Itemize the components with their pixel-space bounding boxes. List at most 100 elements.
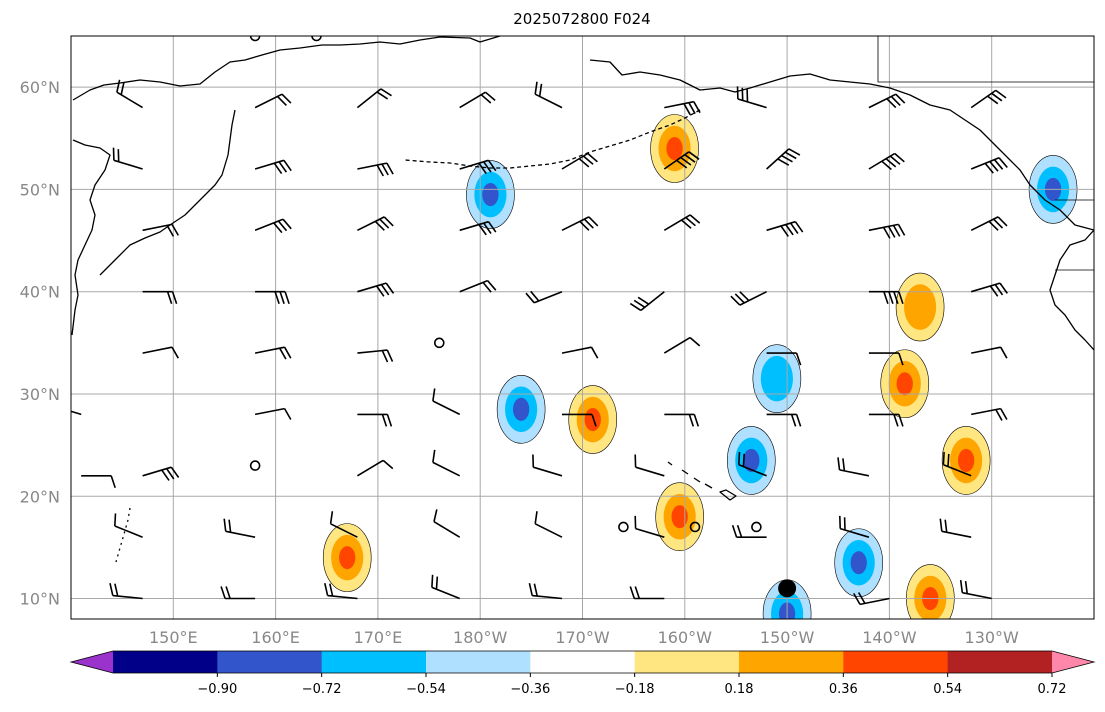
- wind-barb: [324, 583, 358, 600]
- wind-barb: [663, 151, 700, 170]
- wind-barb: [255, 290, 290, 304]
- wind-barb: [664, 413, 700, 427]
- alaska-south-coastline: [589, 59, 1094, 231]
- wind-barb: [432, 388, 461, 416]
- latitude-label: 10°N: [20, 590, 60, 609]
- wind-barb: [868, 152, 905, 171]
- latitude-label: 40°N: [20, 283, 60, 302]
- wind-barb: [868, 223, 906, 239]
- colorbar-tick-label: 0.72: [1038, 682, 1067, 697]
- wind-barb: [112, 147, 143, 170]
- colorbar-segment: [739, 651, 844, 673]
- hawaiian-islands: [667, 461, 737, 501]
- wind-barb: [868, 93, 906, 109]
- wind-barb: [525, 290, 563, 304]
- wind-barb: [868, 352, 904, 366]
- wind-barb: [970, 282, 1008, 297]
- wind-barb: [868, 290, 904, 304]
- wind-barb: [561, 152, 598, 170]
- colorbar-segment: [947, 651, 1053, 673]
- wind-barb: [868, 413, 904, 427]
- wind-barb: [730, 290, 767, 306]
- colorbar-segment: [634, 651, 740, 673]
- wind-barb: [766, 148, 801, 170]
- wind-barb: [356, 459, 394, 477]
- positive-contour-region: [904, 284, 937, 330]
- wind-barb: [223, 518, 256, 538]
- longitude-label: 160°E: [251, 628, 300, 647]
- calm-wind-circle: [433, 337, 445, 349]
- alaska-coastline: [72, 36, 501, 101]
- wind-barb: [634, 454, 665, 477]
- longitude-label: 180°W: [453, 628, 508, 647]
- longitude-label: 150°E: [149, 628, 198, 647]
- wind-barb: [971, 346, 1008, 359]
- negative-contour-region: [850, 551, 867, 575]
- colorbar-extend-high: [1052, 651, 1094, 673]
- gridlines: [71, 36, 1094, 619]
- wind-barb: [562, 413, 597, 427]
- wind-barb: [114, 513, 143, 538]
- wind-barb: [664, 100, 701, 116]
- colorbar-segment: [321, 651, 427, 673]
- wind-barb: [357, 413, 393, 427]
- map-title: 2025072800 F024: [513, 10, 650, 28]
- wind-barb: [629, 291, 665, 312]
- station-marker: [778, 579, 797, 598]
- colorbar-segment: [843, 651, 949, 673]
- contour-fill-layer: [322, 114, 1078, 619]
- colorbar-tick-label: −0.18: [615, 682, 655, 697]
- calm-wind-circle: [311, 36, 322, 42]
- colorbar-tick-label: −0.90: [197, 682, 237, 697]
- alaska-canada-border: [877, 36, 1094, 83]
- latitude-label: 50°N: [20, 180, 60, 199]
- negative-contour-region: [482, 182, 499, 207]
- wind-barb: [459, 220, 497, 236]
- calm-wind-circles: [249, 36, 762, 533]
- wind-barb: [534, 511, 563, 538]
- positive-contour-region: [896, 372, 913, 396]
- wind-barb: [731, 524, 767, 538]
- wind-barb: [959, 579, 992, 600]
- aleutian-islands: [404, 109, 701, 169]
- north-america-coastline: [1049, 229, 1094, 351]
- wind-barb: [663, 336, 701, 354]
- wind-barb: [356, 88, 392, 109]
- wind-barb: [81, 475, 116, 489]
- negative-contour-region: [760, 355, 793, 402]
- colorbar-tick-label: −0.36: [510, 682, 550, 697]
- positive-contour-region: [339, 546, 356, 570]
- wind-barb: [329, 511, 358, 538]
- wind-barb: [142, 290, 178, 304]
- wind-barb: [839, 515, 870, 538]
- calm-wind-circle: [249, 36, 261, 42]
- colorbar-extend-low: [71, 651, 113, 673]
- wind-barb: [942, 451, 972, 477]
- wind-barb: [431, 574, 460, 600]
- wind-barb: [433, 509, 461, 538]
- wind-barb: [837, 457, 870, 477]
- wind-barb: [357, 216, 394, 232]
- wind-barb: [254, 346, 292, 360]
- wind-barb: [736, 86, 767, 109]
- latitude-labels: 10°N 20°N 30°N 40°N 50°N 60°N: [20, 78, 60, 608]
- wind-barb: [254, 159, 292, 175]
- wind-barb: [432, 449, 461, 477]
- positive-contour-region: [957, 448, 975, 473]
- longitude-label: 170°W: [555, 628, 610, 647]
- colorbar-tick-label: −0.72: [302, 682, 342, 697]
- longitude-label: 160°W: [658, 628, 713, 647]
- wind-barbs: [71, 79, 1008, 606]
- wind-barb: [220, 586, 256, 600]
- us-canada-border: [1055, 199, 1094, 271]
- colorbar-tick-label: 0.18: [725, 682, 754, 697]
- wind-barb: [357, 349, 394, 363]
- calm-wind-circle: [751, 521, 762, 533]
- kamchatka-coastline: [99, 109, 236, 276]
- longitude-label: 170°E: [354, 628, 403, 647]
- wind-barb: [109, 583, 143, 600]
- wind-barb: [357, 282, 395, 297]
- latitude-label: 60°N: [20, 78, 60, 97]
- wind-barb: [357, 162, 394, 177]
